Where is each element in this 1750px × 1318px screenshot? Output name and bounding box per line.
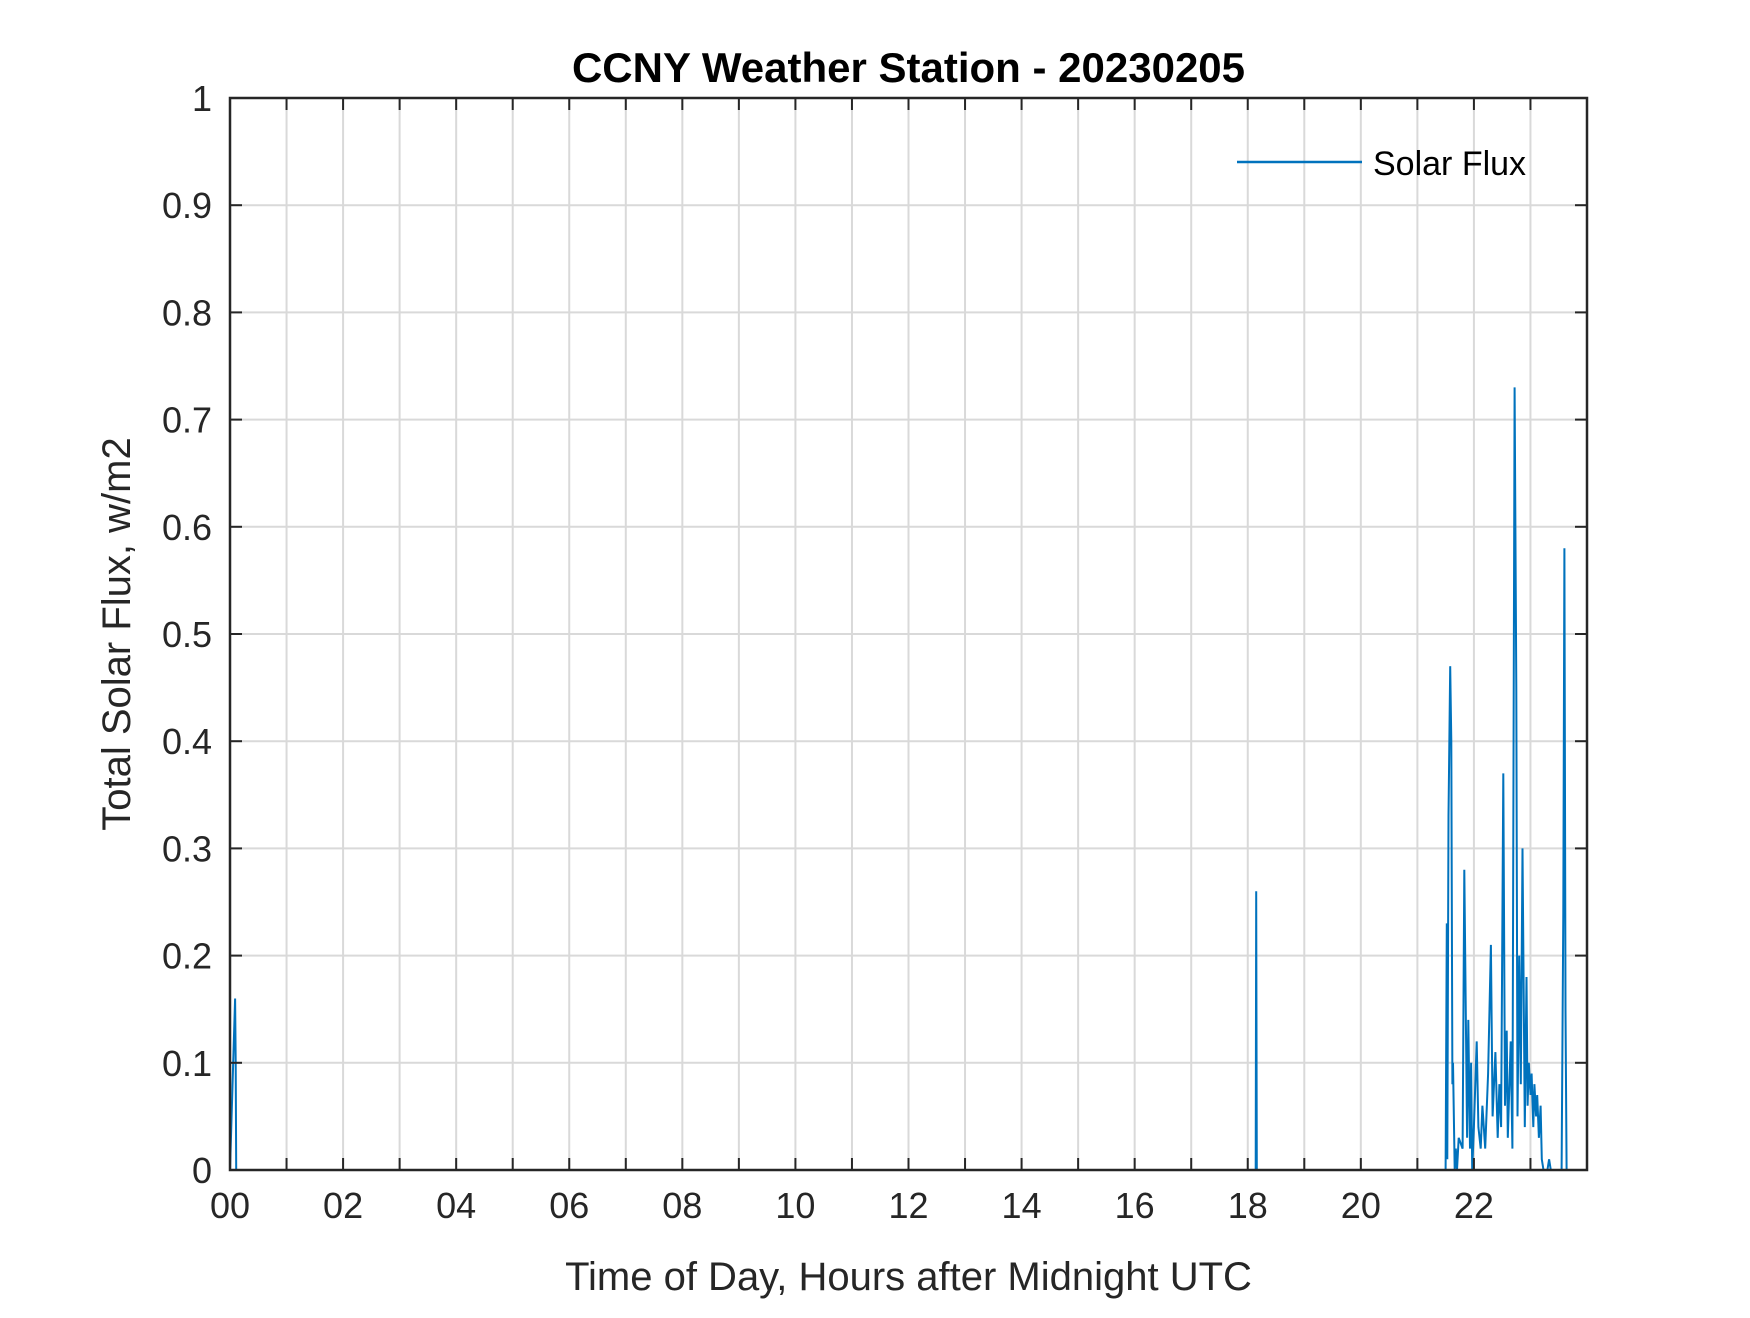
y-tick-label: 0.6	[162, 507, 212, 548]
x-tick-label: 00	[210, 1185, 250, 1226]
chart-title: CCNY Weather Station - 20230205	[572, 44, 1245, 91]
y-tick-label: 0.9	[162, 185, 212, 226]
y-tick-label: 0.1	[162, 1043, 212, 1084]
y-tick-label: 0.8	[162, 292, 212, 333]
x-tick-label: 04	[436, 1185, 476, 1226]
y-tick-label: 0.4	[162, 721, 212, 762]
series-line-solar-flux	[229, 387, 1568, 1171]
legend: Solar Flux	[1237, 145, 1526, 183]
x-axis-label: Time of Day, Hours after Midnight UTC	[565, 1255, 1252, 1299]
grid-lines	[230, 98, 1587, 1170]
series-layer	[229, 387, 1568, 1171]
y-axis-label: Total Solar Flux, w/m2	[95, 437, 139, 830]
y-tick-label: 0.7	[162, 400, 212, 441]
x-tick-label: 12	[888, 1185, 928, 1226]
axis-ticks: 00 02 04 06 08 10 12 14 16 18 20 22 0 0.1 0.2 0.3 0.4 0.5…	[162, 78, 1587, 1226]
y-tick-label: 0.2	[162, 936, 212, 977]
x-tick-label: 10	[775, 1185, 815, 1226]
y-tick-label: 0.5	[162, 614, 212, 655]
legend-label-solar-flux: Solar Flux	[1373, 145, 1526, 183]
y-tick-label: 0.3	[162, 828, 212, 869]
x-tick-label: 02	[323, 1185, 363, 1226]
x-tick-label: 06	[549, 1185, 589, 1226]
x-tick-label: 14	[1002, 1185, 1042, 1226]
y-tick-label: 0	[192, 1150, 212, 1191]
x-tick-label: 16	[1115, 1185, 1155, 1226]
y-tick-label: 1	[192, 78, 212, 119]
x-tick-label: 18	[1228, 1185, 1268, 1226]
x-tick-label: 22	[1454, 1185, 1494, 1226]
x-tick-label: 20	[1341, 1185, 1381, 1226]
x-tick-label: 08	[662, 1185, 702, 1226]
